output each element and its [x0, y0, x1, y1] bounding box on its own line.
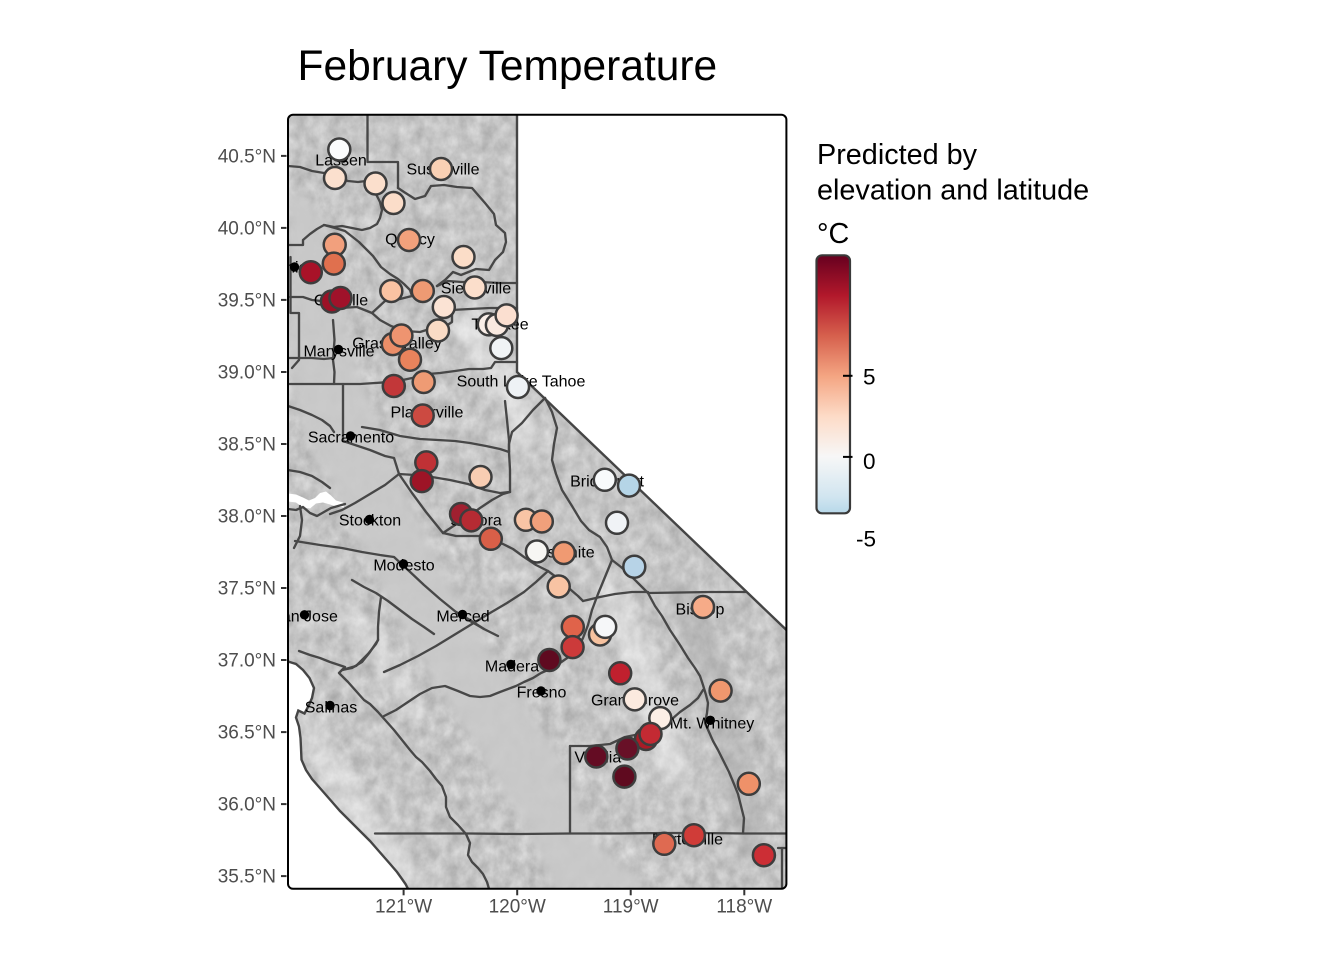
svg-text:119°W: 119°W: [603, 896, 659, 917]
svg-text:38.5°N: 38.5°N: [218, 435, 276, 456]
svg-text:39.0°N: 39.0°N: [218, 363, 276, 384]
svg-text:Predicted by: Predicted by: [817, 139, 978, 171]
svg-text:36.0°N: 36.0°N: [218, 795, 276, 816]
svg-text:°C: °C: [817, 218, 849, 250]
svg-text:40.5°N: 40.5°N: [218, 147, 276, 168]
svg-text:118°W: 118°W: [716, 896, 772, 917]
svg-text:elevation and latitude: elevation and latitude: [817, 175, 1089, 207]
svg-text:0: 0: [863, 449, 876, 474]
svg-text:120°W: 120°W: [489, 896, 546, 917]
svg-text:-5: -5: [856, 527, 876, 552]
svg-text:37.5°N: 37.5°N: [218, 579, 276, 600]
svg-text:38.0°N: 38.0°N: [218, 507, 276, 528]
svg-text:40.0°N: 40.0°N: [218, 219, 276, 240]
svg-text:37.0°N: 37.0°N: [218, 651, 276, 672]
svg-text:35.5°N: 35.5°N: [218, 867, 276, 888]
svg-text:39.5°N: 39.5°N: [218, 291, 276, 312]
svg-text:121°W: 121°W: [375, 896, 432, 917]
svg-text:February Temperature: February Temperature: [298, 43, 718, 90]
svg-text:5: 5: [863, 364, 876, 389]
svg-text:36.5°N: 36.5°N: [218, 723, 276, 744]
